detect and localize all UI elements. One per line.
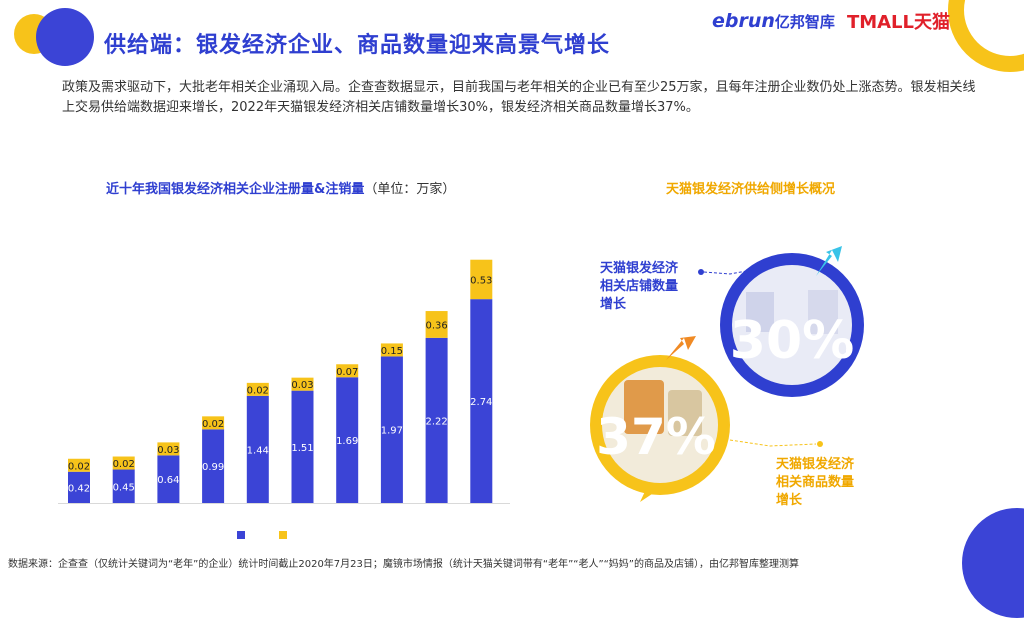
- data-label-registration: 0.99: [202, 462, 224, 473]
- data-label-registration: 1.51: [291, 443, 313, 454]
- store-shelf-icon: [746, 292, 774, 332]
- bar-chart-title-text: 近十年我国银发经济相关企业注册量&注销量: [106, 182, 365, 197]
- data-label-cancellation: 0.03: [291, 380, 313, 391]
- goods-growth-bubble: 37%: [590, 336, 730, 502]
- intro-paragraph: 政策及需求驱动下，大批老年相关企业涌现入局。企查查数据显示，目前我国与老年相关的…: [62, 80, 976, 115]
- data-label-registration: 1.69: [336, 436, 358, 447]
- data-label-registration: 2.22: [425, 416, 447, 427]
- store-growth-bubble: 30%: [720, 246, 864, 397]
- bar-chart-title: 近十年我国银发经济相关企业注册量&注销量（单位：万家）: [106, 178, 455, 197]
- store-growth-label: 天猫银发经济 相关店铺数量 增长: [600, 260, 678, 314]
- tmall-logo: TMALL天猫: [846, 12, 950, 33]
- legend-swatch-cancellation: [279, 531, 287, 539]
- bar-cancellation: [425, 311, 448, 338]
- goods-growth-label: 天猫银发经济 相关商品数量 增长: [776, 456, 854, 510]
- bar-registration: [380, 356, 403, 503]
- data-label-registration: 0.64: [157, 475, 179, 486]
- data-label-cancellation: 0.07: [336, 367, 358, 378]
- source-note: 数据来源：企查查（仅统计关键词为“老年”的企业）统计时间截止2020年7月23日…: [8, 559, 799, 570]
- data-label-cancellation: 0.02: [202, 419, 224, 430]
- data-label-cancellation: 0.02: [113, 459, 135, 470]
- legend-swatch-registration: [237, 531, 245, 539]
- arrow-up-icon: [816, 246, 842, 276]
- page-title: 供给端：银发经济企业、商品数量迎来高景气增长: [104, 33, 611, 58]
- bar-registration: [246, 395, 269, 503]
- bar-cancellation: [470, 259, 493, 300]
- bar-cancellation: [202, 416, 225, 430]
- store-shelf-icon: [808, 290, 838, 334]
- ebrun-logo-latin: ebrun: [712, 10, 775, 32]
- store-pointer-line: [703, 269, 753, 275]
- data-label-registration: 0.42: [68, 483, 90, 494]
- data-label-registration: 2.74: [470, 397, 492, 408]
- bar-registration: [291, 390, 314, 503]
- growth-bubbles: 30% 37%: [590, 246, 864, 502]
- store-growth-value: 30%: [730, 311, 854, 371]
- bar-registration: [112, 469, 135, 503]
- bar-cancellation: [380, 343, 403, 357]
- decor-circle-blue-bottom: [962, 508, 1024, 618]
- data-label-registration: 1.97: [381, 426, 403, 437]
- data-label-registration: 1.44: [247, 445, 269, 456]
- label-store-line: 增长: [600, 297, 627, 312]
- bar-cancellation: [291, 377, 314, 391]
- data-label-cancellation: 0.03: [157, 445, 179, 456]
- label-goods-line: 增长: [776, 493, 803, 508]
- bar-registration: [68, 471, 90, 503]
- label-store-line: 天猫银发经济: [600, 261, 679, 276]
- label-store-line: 相关店铺数量: [600, 279, 679, 294]
- bar-cancellation: [157, 442, 180, 456]
- decor-circle-blue: [36, 8, 94, 66]
- goods-growth-value: 37%: [596, 408, 716, 466]
- goods-pointer-line: [729, 439, 817, 447]
- bar-registration: [202, 429, 225, 503]
- shopping-bag-icon: [668, 390, 702, 436]
- arrow-up-icon: [666, 336, 696, 360]
- label-goods-line: 天猫银发经济: [776, 457, 855, 472]
- data-label-registration: 0.45: [113, 482, 135, 493]
- label-goods-line: 相关商品数量: [776, 475, 855, 490]
- bar-chart-title-unit: （单位：万家）: [364, 182, 456, 197]
- store-pointer-dot: [698, 269, 704, 275]
- decor-ring-yellow: [948, 0, 1024, 72]
- data-label-cancellation: 0.36: [425, 320, 447, 331]
- bar-cancellation: [246, 382, 269, 396]
- bar-chart: 0.42 0.02 0.45 0.02 0.64 0.03 0.99 0.02 1.44 0.02…: [58, 259, 510, 539]
- bar-cancellation: [112, 456, 135, 470]
- data-label-cancellation: 0.02: [247, 385, 269, 396]
- data-label-cancellation: 0.02: [68, 461, 90, 472]
- supply-growth-title: 天猫银发经济供给侧增长概况: [666, 182, 836, 197]
- bar-registration: [336, 377, 359, 503]
- data-label-cancellation: 0.15: [381, 346, 403, 357]
- bar-registration: [157, 455, 180, 503]
- shopping-bag-icon: [624, 380, 664, 434]
- brand-logos: ebrun亿邦智库 TMALL天猫: [712, 8, 950, 34]
- ebrun-logo-cn: 亿邦智库: [774, 13, 835, 31]
- ebrun-logo: ebrun亿邦智库: [712, 10, 835, 32]
- data-label-cancellation: 0.53: [470, 275, 492, 286]
- bar-cancellation: [68, 458, 90, 472]
- bar-cancellation: [336, 364, 359, 378]
- bar-registration: [425, 337, 448, 503]
- bar-registration: [470, 299, 493, 503]
- goods-pointer-dot: [817, 441, 823, 447]
